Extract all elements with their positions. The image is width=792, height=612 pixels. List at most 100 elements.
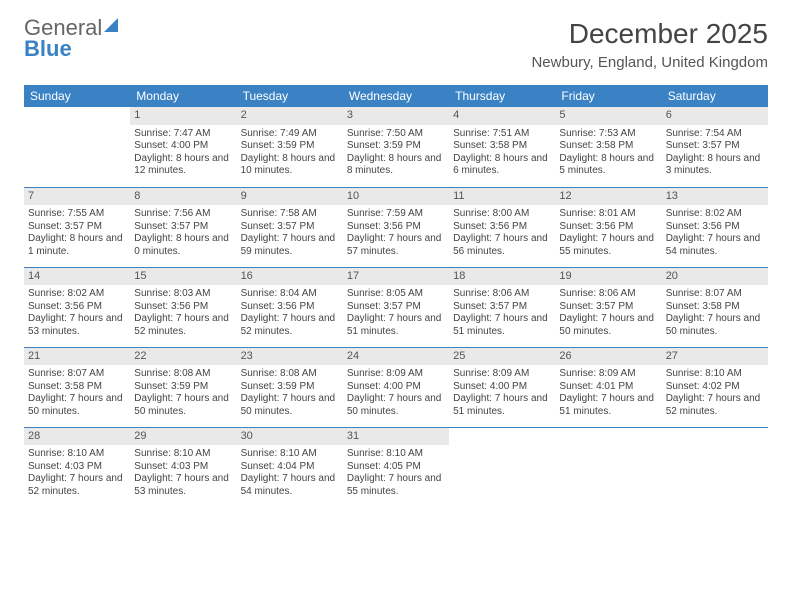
day-number: 17	[343, 268, 449, 286]
sunset-text: Sunset: 3:57 PM	[453, 301, 551, 314]
sunset-text: Sunset: 4:00 PM	[453, 381, 551, 394]
sunrise-text: Sunrise: 8:04 AM	[241, 288, 339, 301]
sunset-text: Sunset: 3:59 PM	[347, 140, 445, 153]
day-number: 16	[237, 268, 343, 286]
sunset-text: Sunset: 3:56 PM	[347, 221, 445, 234]
day-cell: 14Sunrise: 8:02 AMSunset: 3:56 PMDayligh…	[24, 267, 130, 347]
day-number: 10	[343, 188, 449, 206]
sunrise-text: Sunrise: 7:51 AM	[453, 128, 551, 141]
sunrise-text: Sunrise: 8:02 AM	[28, 288, 126, 301]
sunrise-text: Sunrise: 8:07 AM	[666, 288, 764, 301]
sunset-text: Sunset: 3:58 PM	[666, 301, 764, 314]
day-cell: 9Sunrise: 7:58 AMSunset: 3:57 PMDaylight…	[237, 187, 343, 267]
daylight-text: Daylight: 7 hours and 51 minutes.	[453, 313, 551, 338]
sunrise-text: Sunrise: 8:10 AM	[347, 448, 445, 461]
logo-line2: Blue	[24, 39, 118, 60]
sunrise-text: Sunrise: 8:03 AM	[134, 288, 232, 301]
sunrise-text: Sunrise: 8:06 AM	[559, 288, 657, 301]
sunset-text: Sunset: 3:58 PM	[559, 140, 657, 153]
sunset-text: Sunset: 3:57 PM	[666, 140, 764, 153]
day-number: 24	[343, 348, 449, 366]
day-number: 21	[24, 348, 130, 366]
sunset-text: Sunset: 4:00 PM	[347, 381, 445, 394]
day-number: 8	[130, 188, 236, 206]
logo-triangle-icon	[104, 18, 118, 32]
sunset-text: Sunset: 4:02 PM	[666, 381, 764, 394]
day-number: 11	[449, 188, 555, 206]
sunset-text: Sunset: 3:56 PM	[241, 301, 339, 314]
daylight-text: Daylight: 7 hours and 53 minutes.	[134, 473, 232, 498]
day-cell: 19Sunrise: 8:06 AMSunset: 3:57 PMDayligh…	[555, 267, 661, 347]
sunrise-text: Sunrise: 7:50 AM	[347, 128, 445, 141]
day-number: 13	[662, 188, 768, 206]
sunrise-text: Sunrise: 8:08 AM	[241, 368, 339, 381]
sunset-text: Sunset: 3:59 PM	[241, 381, 339, 394]
daylight-text: Daylight: 8 hours and 8 minutes.	[347, 153, 445, 178]
day-header: Friday	[555, 85, 661, 107]
day-header-row: Sunday Monday Tuesday Wednesday Thursday…	[24, 85, 768, 107]
day-number: 3	[343, 107, 449, 125]
day-cell: 26Sunrise: 8:09 AMSunset: 4:01 PMDayligh…	[555, 347, 661, 427]
daylight-text: Daylight: 8 hours and 10 minutes.	[241, 153, 339, 178]
week-row: 14Sunrise: 8:02 AMSunset: 3:56 PMDayligh…	[24, 267, 768, 347]
day-number: 19	[555, 268, 661, 286]
sunset-text: Sunset: 4:01 PM	[559, 381, 657, 394]
sunset-text: Sunset: 3:58 PM	[453, 140, 551, 153]
daylight-text: Daylight: 7 hours and 51 minutes.	[347, 313, 445, 338]
day-number: 9	[237, 188, 343, 206]
day-number: 4	[449, 107, 555, 125]
day-number: 2	[237, 107, 343, 125]
day-cell: 24Sunrise: 8:09 AMSunset: 4:00 PMDayligh…	[343, 347, 449, 427]
day-cell: 15Sunrise: 8:03 AMSunset: 3:56 PMDayligh…	[130, 267, 236, 347]
day-number: 14	[24, 268, 130, 286]
day-number: 22	[130, 348, 236, 366]
day-cell	[449, 427, 555, 507]
sunset-text: Sunset: 4:03 PM	[28, 461, 126, 474]
day-cell: 16Sunrise: 8:04 AMSunset: 3:56 PMDayligh…	[237, 267, 343, 347]
sunset-text: Sunset: 3:57 PM	[241, 221, 339, 234]
logo: General Blue	[24, 18, 118, 60]
sunrise-text: Sunrise: 8:10 AM	[666, 368, 764, 381]
sunrise-text: Sunrise: 7:54 AM	[666, 128, 764, 141]
sunset-text: Sunset: 3:56 PM	[134, 301, 232, 314]
sunrise-text: Sunrise: 8:00 AM	[453, 208, 551, 221]
daylight-text: Daylight: 7 hours and 50 minutes.	[666, 313, 764, 338]
day-number: 29	[130, 428, 236, 446]
sunset-text: Sunset: 3:59 PM	[134, 381, 232, 394]
daylight-text: Daylight: 8 hours and 5 minutes.	[559, 153, 657, 178]
sunrise-text: Sunrise: 8:02 AM	[666, 208, 764, 221]
day-header: Wednesday	[343, 85, 449, 107]
sunset-text: Sunset: 3:57 PM	[347, 301, 445, 314]
day-number: 27	[662, 348, 768, 366]
sunrise-text: Sunrise: 8:07 AM	[28, 368, 126, 381]
week-row: 1Sunrise: 7:47 AMSunset: 4:00 PMDaylight…	[24, 107, 768, 187]
sunset-text: Sunset: 4:04 PM	[241, 461, 339, 474]
day-cell	[662, 427, 768, 507]
daylight-text: Daylight: 7 hours and 54 minutes.	[241, 473, 339, 498]
day-number: 18	[449, 268, 555, 286]
day-cell: 6Sunrise: 7:54 AMSunset: 3:57 PMDaylight…	[662, 107, 768, 187]
daylight-text: Daylight: 7 hours and 50 minutes.	[134, 393, 232, 418]
day-number: 5	[555, 107, 661, 125]
day-cell: 12Sunrise: 8:01 AMSunset: 3:56 PMDayligh…	[555, 187, 661, 267]
sunrise-text: Sunrise: 7:47 AM	[134, 128, 232, 141]
day-number: 30	[237, 428, 343, 446]
sunrise-text: Sunrise: 7:55 AM	[28, 208, 126, 221]
sunrise-text: Sunrise: 8:09 AM	[559, 368, 657, 381]
sunrise-text: Sunrise: 8:09 AM	[347, 368, 445, 381]
calendar-table: Sunday Monday Tuesday Wednesday Thursday…	[24, 85, 768, 507]
sunset-text: Sunset: 3:56 PM	[28, 301, 126, 314]
sunrise-text: Sunrise: 8:10 AM	[28, 448, 126, 461]
day-number: 6	[662, 107, 768, 125]
day-cell: 27Sunrise: 8:10 AMSunset: 4:02 PMDayligh…	[662, 347, 768, 427]
sunset-text: Sunset: 3:58 PM	[28, 381, 126, 394]
sunset-text: Sunset: 3:56 PM	[453, 221, 551, 234]
sunset-text: Sunset: 4:05 PM	[347, 461, 445, 474]
day-cell: 28Sunrise: 8:10 AMSunset: 4:03 PMDayligh…	[24, 427, 130, 507]
day-cell	[555, 427, 661, 507]
day-number: 15	[130, 268, 236, 286]
sunrise-text: Sunrise: 8:08 AM	[134, 368, 232, 381]
day-cell: 5Sunrise: 7:53 AMSunset: 3:58 PMDaylight…	[555, 107, 661, 187]
daylight-text: Daylight: 7 hours and 55 minutes.	[347, 473, 445, 498]
week-row: 7Sunrise: 7:55 AMSunset: 3:57 PMDaylight…	[24, 187, 768, 267]
